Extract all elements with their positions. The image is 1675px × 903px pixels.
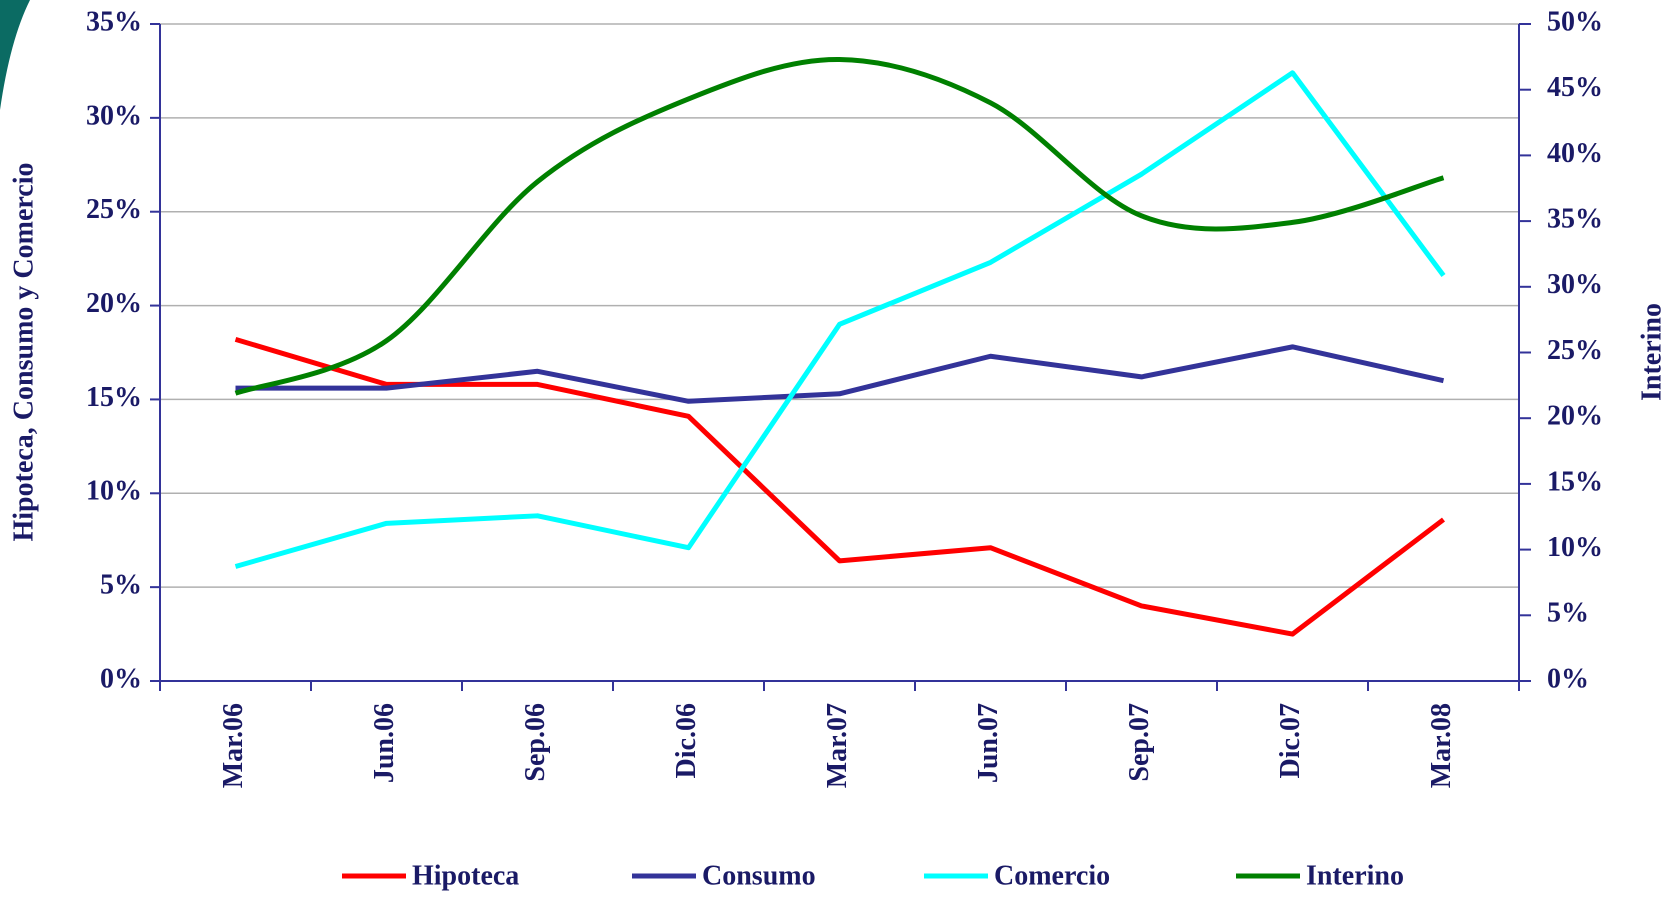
x-tick-label: Mar.07 [822,703,853,788]
series-line [235,344,1445,404]
x-tick-label: Jun.06 [369,703,400,783]
y2-tick-label: 35% [1547,204,1603,235]
series-line [234,56,1445,396]
y-tick-label: 35% [86,6,142,37]
y-tick-label: 30% [86,100,142,131]
y-axis-title: Hipoteca, Consumo y Comercio [8,163,39,542]
x-tick-label: Mar.08 [1426,703,1457,788]
y2-tick-label: 5% [1547,598,1589,629]
x-tick-label: Mar.06 [218,703,249,788]
x-tick-label: Jun.07 [973,703,1004,783]
y2-tick-label: 25% [1547,335,1603,366]
y-tick-label: 10% [86,476,142,507]
y2-tick-label: 30% [1547,269,1603,300]
y2-tick-label: 45% [1547,72,1603,103]
decoration [0,0,30,110]
y-tick-label: 20% [86,288,142,319]
legend-label: Hipoteca [412,860,519,891]
legend-label: Consumo [702,860,816,891]
y2-tick-label: 50% [1547,6,1603,37]
y-tick-label: 0% [100,663,142,694]
x-tick-label: Sep.07 [1124,703,1155,782]
y2-tick-label: 40% [1547,138,1603,169]
x-tick-label: Dic.07 [1275,703,1306,778]
y-tick-label: 5% [100,570,142,601]
legend-label: Interino [1306,860,1404,891]
series-line [234,70,1446,569]
y2-tick-label: 0% [1547,663,1589,694]
y2-axis-title: Interino [1636,303,1667,401]
x-tick-label: Sep.06 [520,703,551,782]
y-tick-label: 15% [86,382,142,413]
legend-label: Comercio [994,860,1110,891]
y2-tick-label: 10% [1547,532,1603,563]
y2-tick-label: 15% [1547,466,1603,497]
y2-tick-label: 20% [1547,401,1603,432]
x-tick-label: Dic.06 [671,703,702,778]
y-tick-label: 25% [86,194,142,225]
